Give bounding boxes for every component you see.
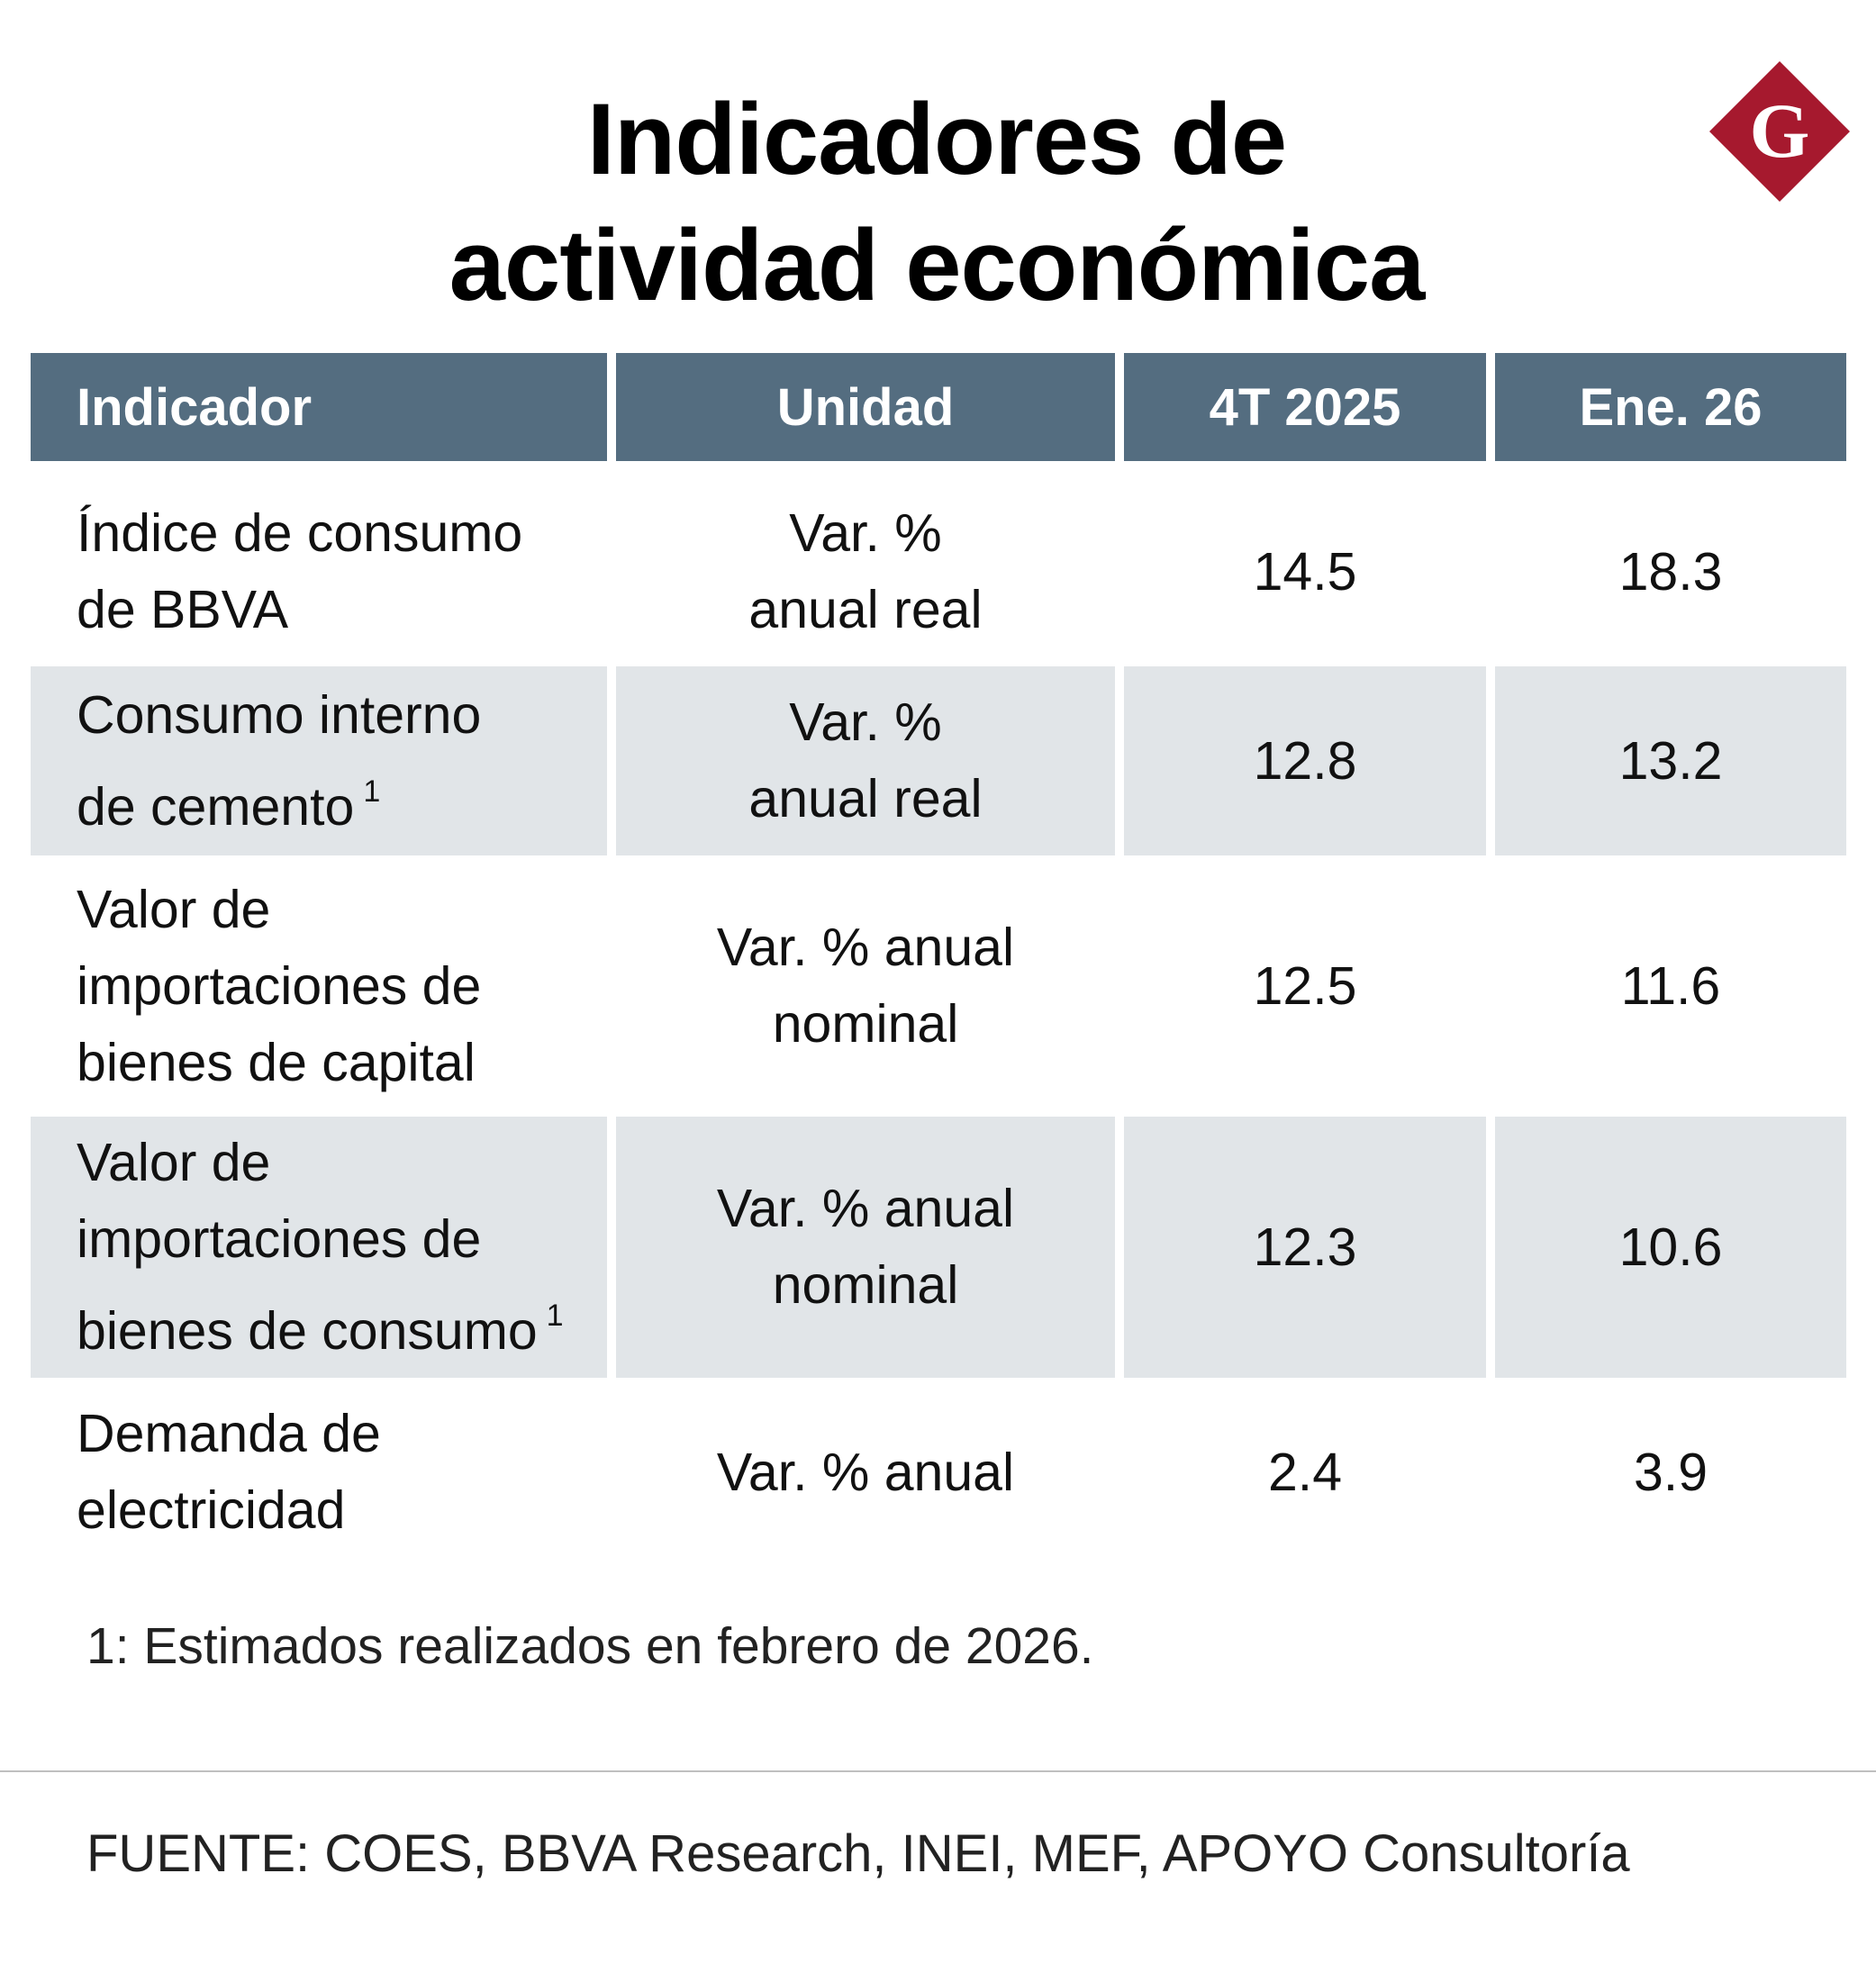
table-row: Valor de importaciones de bienes de capita… [31, 855, 1846, 1117]
title-line-1: Indicadores de [586, 83, 1287, 195]
indicator-line: Demanda de [77, 1404, 381, 1463]
unit-line: Var. % [789, 692, 942, 752]
unit-line: nominal [772, 1255, 959, 1315]
header-indicator: Indicador [31, 353, 607, 461]
value-q4-2025: 12.3 [1124, 1117, 1486, 1378]
indicator-line: de BBVA [77, 580, 289, 639]
unit-line: nominal [772, 994, 959, 1054]
table-row: Consumo interno de cemento 1 Var. % anual re… [31, 666, 1846, 855]
divider [0, 1770, 1876, 1772]
indicator-line: bienes de consumo 1 [77, 1278, 564, 1370]
value-q4-2025: 12.8 [1124, 666, 1486, 855]
indicator-line: bienes de capital [77, 1032, 476, 1092]
gestion-logo-icon: G [1709, 61, 1850, 202]
indicator-cell: Índice de consumo de BBVA [31, 477, 607, 666]
unit-cell: Var. % anual nominal [616, 855, 1115, 1117]
unit-cell: Var. % anual [616, 1378, 1115, 1567]
indicator-line-text: de cemento [77, 776, 355, 837]
value-jan-26: 10.6 [1495, 1117, 1846, 1378]
indicator-line: Valor de [77, 1133, 271, 1192]
table-row: Valor de importaciones de bienes de consum… [31, 1117, 1846, 1378]
table-row: Demanda de electricidad Var. % anual 2.4 3.9 [31, 1378, 1846, 1567]
value-q4-2025: 14.5 [1253, 541, 1357, 602]
unit-line: anual real [748, 580, 983, 639]
indicator-cell: Consumo interno de cemento 1 [31, 666, 607, 855]
indicator-line: electricidad [77, 1480, 346, 1540]
unit-cell: Var. % anual real [616, 666, 1115, 855]
unit-line: anual real [748, 769, 983, 828]
header-unit: Unidad [616, 353, 1115, 461]
unit-line: Var. % anual [716, 1179, 1015, 1238]
indicator-line: importaciones de [77, 955, 482, 1016]
unit-cell: Var. % anual nominal [616, 1117, 1115, 1378]
source-note: FUENTE: COES, BBVA Research, INEI, MEF, … [86, 1824, 1630, 1883]
title-line-2: actividad económica [449, 209, 1426, 321]
indicator-cell: Valor de importaciones de bienes de consum… [31, 1117, 607, 1378]
unit-line: Var. % anual [716, 918, 1015, 977]
indicator-line: de cemento 1 [77, 754, 481, 846]
footnote: 1: Estimados realizados en febrero de 20… [86, 1617, 1094, 1675]
indicator-cell: Valor de importaciones de bienes de capita… [31, 855, 607, 1117]
page-title: Indicadores de actividad económica [342, 77, 1531, 329]
indicator-line: Valor de [77, 879, 271, 939]
value-q4-2025: 2.4 [1267, 1442, 1343, 1502]
unit-line: Var. % [789, 503, 942, 563]
table-row: Índice de consumo de BBVA Var. % anual real… [31, 477, 1846, 666]
value-jan-26: 18.3 [1618, 541, 1723, 602]
indicator-line-text: bienes de consumo [77, 1301, 538, 1361]
indicator-line: Índice de consumo [77, 503, 523, 563]
footnote-marker: 1 [546, 1299, 564, 1333]
value-q4-2025: 12.5 [1253, 955, 1357, 1016]
indicators-table: Indicador Unidad 4T 2025 Ene. 26 Índice … [31, 353, 1846, 1567]
table-header-row: Indicador Unidad 4T 2025 Ene. 26 [31, 353, 1846, 461]
logo-letter: G [1750, 87, 1810, 174]
header-jan-26: Ene. 26 [1495, 353, 1846, 461]
unit-cell: Var. % anual real [616, 477, 1115, 666]
value-jan-26: 11.6 [1620, 955, 1721, 1016]
value-jan-26: 13.2 [1495, 666, 1846, 855]
header-q4-2025: 4T 2025 [1124, 353, 1486, 461]
indicator-line: importaciones de [77, 1209, 482, 1269]
indicator-cell: Demanda de electricidad [31, 1378, 607, 1567]
unit-line: Var. % anual [716, 1442, 1015, 1502]
value-jan-26: 3.9 [1633, 1442, 1708, 1502]
indicator-line: Consumo interno [77, 684, 482, 745]
footnote-marker: 1 [363, 774, 381, 809]
table-body: Índice de consumo de BBVA Var. % anual real… [31, 477, 1846, 1567]
